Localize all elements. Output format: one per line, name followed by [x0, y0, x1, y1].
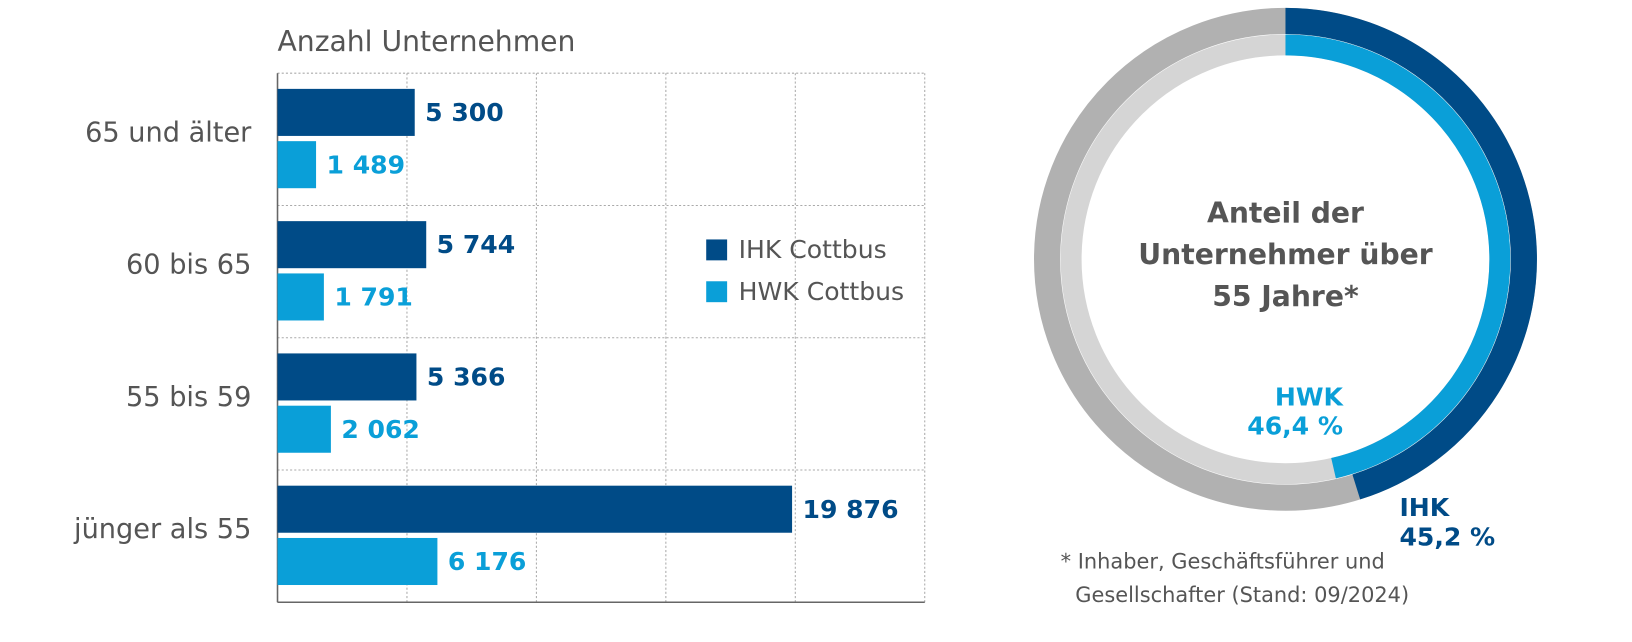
bar: [277, 353, 417, 401]
y-tick-label: 60 bis 65: [126, 250, 251, 281]
segment-label: 45,2 %: [1399, 522, 1495, 551]
legend-label: IHK Cottbus: [739, 235, 887, 264]
y-tick-label: 55 bis 59: [126, 382, 251, 413]
value-label: 2 062: [341, 415, 420, 444]
donut-center-title: 55 Jahre*: [1212, 280, 1359, 313]
value-label: 5 366: [427, 363, 506, 392]
legend-swatch: [706, 239, 728, 261]
bar: [277, 221, 427, 269]
donut-segment: [1285, 34, 1511, 479]
bar: [277, 141, 317, 189]
bar: [277, 485, 793, 533]
footnote: Gesellschafter (Stand: 09/2024): [1075, 583, 1409, 607]
segment-name: IHK: [1399, 493, 1450, 522]
value-label: 1 791: [334, 283, 413, 312]
bar: [277, 537, 438, 586]
value-label: 5 300: [425, 98, 504, 127]
segment-label: 46,4 %: [1247, 412, 1343, 441]
donut-center-title: Unternehmer über: [1138, 238, 1433, 271]
value-label: 1 489: [327, 150, 406, 179]
value-label: 6 176: [448, 547, 527, 576]
footnote: * Inhaber, Geschäftsführer und: [1061, 550, 1385, 574]
segment-name: HWK: [1275, 382, 1345, 411]
value-label: 19 876: [803, 495, 899, 524]
legend-label: HWK Cottbus: [739, 277, 904, 306]
y-tick-label: 65 und älter: [85, 117, 252, 148]
bar: [277, 405, 331, 453]
bar: [277, 273, 324, 321]
donut-segment: [1285, 7, 1537, 500]
bar: [277, 88, 415, 136]
donut-center-title: Anteil der: [1207, 196, 1364, 229]
chart-title: Anzahl Unternehmen: [278, 25, 576, 58]
legend-swatch: [706, 281, 728, 303]
y-tick-label: jünger als 55: [73, 514, 251, 545]
value-label: 5 744: [437, 230, 516, 259]
